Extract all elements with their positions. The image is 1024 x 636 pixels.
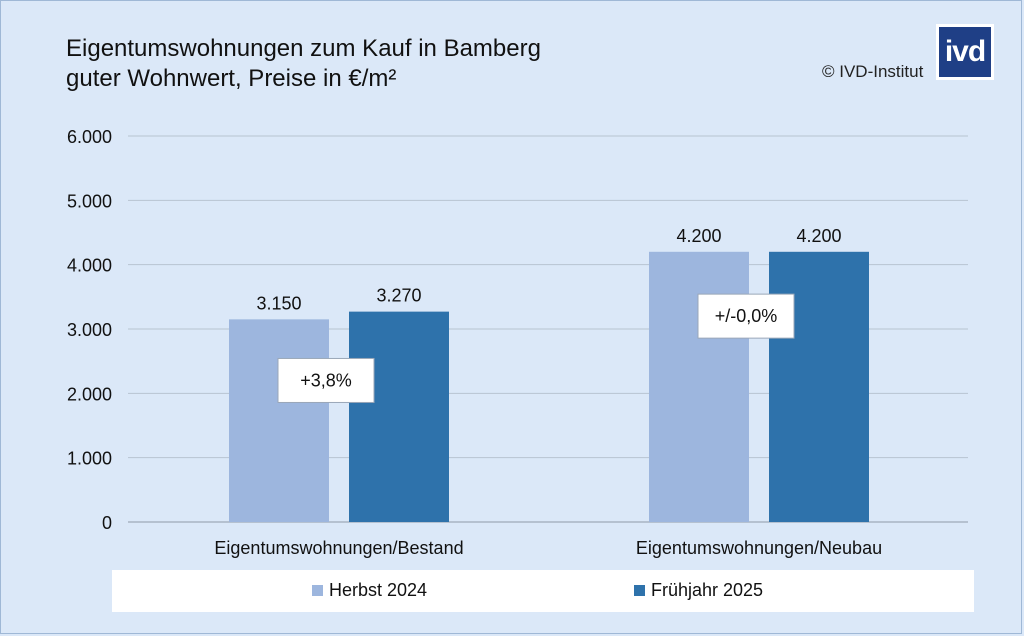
data-label: 3.150 [256,293,301,313]
change-annotation-text: +/-0,0% [715,306,778,326]
legend-swatch-herbst [312,585,323,596]
change-annotation-text: +3,8% [300,370,352,390]
legend-item-fruehjahr: Frühjahr 2025 [634,580,763,601]
data-label: 4.200 [796,226,841,246]
data-label: 3.270 [376,286,421,306]
legend-label-fruehjahr: Frühjahr 2025 [651,580,764,600]
y-tick-label: 3.000 [67,320,112,340]
x-category-label: Eigentumswohnungen/Neubau [636,538,882,558]
bar [229,319,329,522]
y-tick-label: 4.000 [67,256,112,276]
legend-label-herbst: Herbst 2024 [329,580,428,600]
change-annotation-box [277,357,375,403]
title-line-1: Eigentumswohnungen zum Kauf in Bamberg [66,35,541,62]
legend-swatch-fruehjahr [634,585,645,596]
y-tick-label: 1.000 [67,449,112,469]
title-line-2: guter Wohnwert, Preise in €/m² [66,65,397,92]
change-annotation-box [697,293,795,339]
copyright-text: © IVD-Institut [822,62,924,81]
data-label: 4.200 [676,226,721,246]
bar [349,311,449,522]
legend-item-herbst: Herbst 2024 [312,580,427,601]
y-tick-label: 0 [102,513,112,533]
legend: Herbst 2024 Frühjahr 2025 [112,570,974,612]
y-tick-label: 5.000 [67,191,112,211]
chart-title: Eigentumswohnungen zum Kauf in Bamberg g… [66,34,541,94]
bar [769,251,869,523]
y-tick-label: 2.000 [67,384,112,404]
x-category-label: Eigentumswohnungen/Bestand [214,538,463,558]
y-tick-label: 6.000 [67,127,112,147]
bar [649,251,749,523]
ivd-logo: ivd [936,24,994,80]
